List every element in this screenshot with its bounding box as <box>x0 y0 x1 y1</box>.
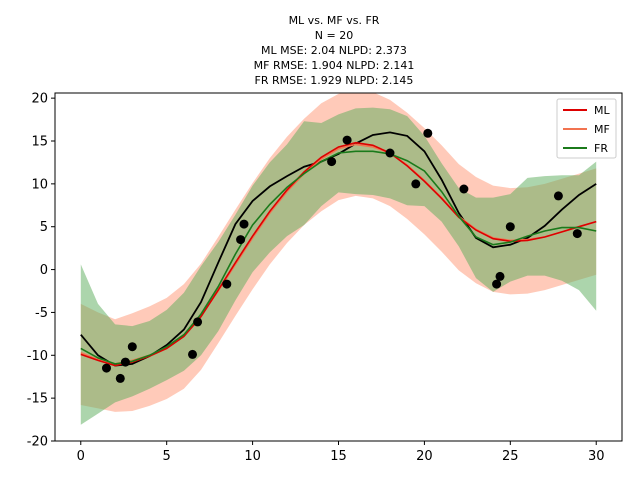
x-tick-label: 15 <box>330 449 347 464</box>
y-tick-label: 5 <box>40 220 48 235</box>
x-tick-label: 0 <box>77 449 85 464</box>
y-tick-label: 0 <box>40 263 48 278</box>
observation-point <box>342 135 352 145</box>
observation-point <box>423 128 433 138</box>
legend-label-ml: ML <box>594 104 610 117</box>
y-axis: -20 -15 -10 -5 0 5 10 15 20 <box>27 92 55 450</box>
chart-title: ML vs. MF vs. FR N = 20 ML MSE: 2.04 NLP… <box>254 14 415 87</box>
observation-point <box>459 184 469 194</box>
title-line-1: ML vs. MF vs. FR <box>289 14 380 27</box>
observation-point <box>553 191 563 201</box>
fr-confidence-band <box>80 107 597 425</box>
observation-point <box>236 235 246 245</box>
observation-point <box>193 317 203 327</box>
title-line-4: MF RMSE: 1.904 NLPD: 2.141 <box>254 59 415 72</box>
fr-mean-line <box>80 150 597 365</box>
observation-point <box>120 357 130 367</box>
observation-point <box>495 271 505 281</box>
legend-label-fr: FR <box>594 142 608 155</box>
title-line-2: N = 20 <box>315 29 353 42</box>
y-tick-label: 20 <box>31 92 48 107</box>
x-tick-label: 25 <box>502 449 519 464</box>
observation-point <box>505 222 515 232</box>
observation-point <box>411 179 421 189</box>
observation-point <box>385 148 395 158</box>
observation-point <box>127 342 137 352</box>
observation-points <box>102 128 582 383</box>
title-line-5: FR RMSE: 1.929 NLPD: 2.145 <box>255 74 414 87</box>
mean-lines <box>80 131 597 367</box>
y-tick-label: -20 <box>27 435 48 450</box>
observation-point <box>222 279 232 289</box>
legend: ML MF FR <box>556 98 617 159</box>
observation-point <box>239 219 249 229</box>
x-tick-label: 20 <box>416 449 433 464</box>
observation-point <box>188 349 197 359</box>
y-tick-label: -5 <box>35 306 48 321</box>
legend-label-mf: MF <box>594 123 610 136</box>
y-tick-label: -15 <box>27 392 48 407</box>
observation-point <box>572 229 582 239</box>
observation-point <box>327 157 337 167</box>
true-function-line <box>80 131 597 367</box>
y-tick-label: 10 <box>31 177 48 192</box>
observation-point <box>115 373 125 383</box>
x-tick-label: 5 <box>163 449 171 464</box>
y-tick-label: 15 <box>31 135 48 150</box>
confidence-bands <box>80 93 597 425</box>
observation-point <box>102 363 111 373</box>
title-line-3: ML MSE: 2.04 NLPD: 2.373 <box>261 44 407 57</box>
x-tick-label: 10 <box>244 449 261 464</box>
x-tick-label: 30 <box>588 449 605 464</box>
y-tick-label: -10 <box>27 349 48 364</box>
x-axis: 0 5 10 15 20 25 30 <box>77 441 605 464</box>
observation-point <box>492 279 502 289</box>
